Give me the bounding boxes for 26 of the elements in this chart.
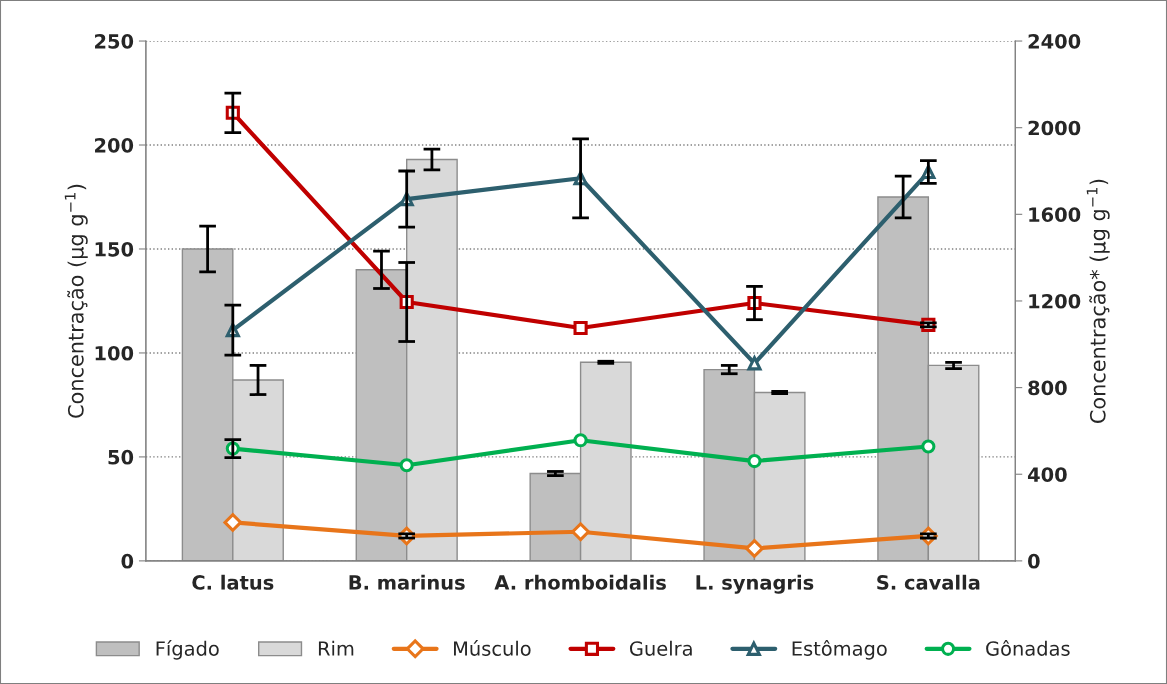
x-tick-label: L. synagris (696, 574, 814, 594)
y2-tick-label: 1200 (1029, 293, 1081, 309)
y2-tick-label: 2400 (1028, 34, 1081, 49)
legend-label: Rim (318, 640, 354, 656)
y2-tick-label: 400 (1027, 467, 1067, 482)
y2-axis-title: Concentração* (µg g$^{−1}$) (1086, 179, 1110, 424)
y-tick-label: 50 (108, 449, 134, 465)
y-tick-label: 250 (95, 34, 134, 49)
x-tick-label: B. marinus (349, 574, 465, 590)
y2-tick-label: 2000 (1028, 120, 1081, 136)
y2-tick-label: 0 (1028, 553, 1040, 569)
y2-tick-label: 800 (1028, 380, 1067, 396)
y-tick-label: 150 (95, 241, 134, 257)
legend-label: Gônadas (986, 640, 1070, 656)
y-axis-title: Concentração (µg g$^{−1}$) (64, 184, 88, 418)
legend-label: Músculo (454, 640, 531, 656)
legend-label: Guelra (629, 640, 692, 656)
y-tick-label: 0 (121, 553, 134, 569)
legend-label: Fígado (156, 640, 219, 660)
x-tick-label: S. cavalla (877, 574, 980, 590)
y-tick-label: 100 (95, 345, 134, 361)
y-tick-label: 200 (95, 137, 134, 153)
x-tick-label: A. rhomboidalis (494, 574, 666, 590)
legend-label: Estômago (792, 640, 887, 660)
x-tick-label: C. latus (192, 574, 274, 590)
y2-tick-label: 1600 (1029, 207, 1081, 222)
